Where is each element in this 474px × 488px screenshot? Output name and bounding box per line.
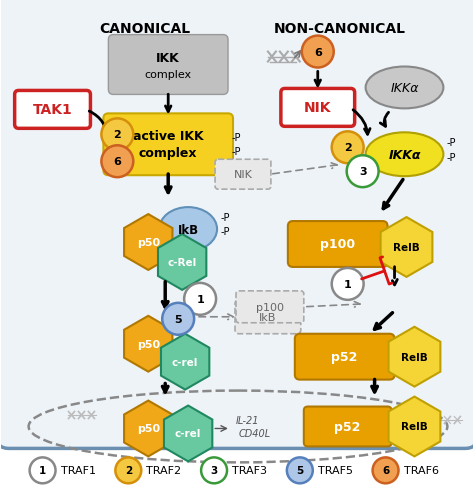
FancyBboxPatch shape: [103, 114, 233, 176]
Text: TRAF1: TRAF1: [61, 466, 96, 475]
Text: p50: p50: [137, 339, 160, 349]
Ellipse shape: [365, 67, 443, 109]
Text: CD40L: CD40L: [239, 428, 271, 439]
Text: -P: -P: [220, 213, 229, 223]
Text: p100: p100: [256, 302, 284, 312]
FancyBboxPatch shape: [235, 300, 301, 334]
Polygon shape: [161, 334, 210, 390]
Text: 6: 6: [113, 157, 121, 167]
FancyBboxPatch shape: [288, 222, 388, 267]
Text: IKKα: IKKα: [390, 82, 419, 95]
Text: 5: 5: [296, 466, 303, 475]
Text: TAK1: TAK1: [33, 103, 73, 117]
FancyBboxPatch shape: [295, 334, 394, 380]
Circle shape: [101, 146, 133, 178]
Text: IkB: IkB: [178, 223, 199, 236]
Text: -P: -P: [231, 147, 240, 157]
Circle shape: [101, 119, 133, 151]
Ellipse shape: [159, 208, 217, 251]
Text: p52: p52: [335, 420, 361, 433]
Text: NIK: NIK: [234, 170, 253, 180]
Circle shape: [332, 132, 364, 164]
Circle shape: [302, 37, 334, 68]
Text: IL-21: IL-21: [236, 416, 260, 426]
Polygon shape: [124, 316, 173, 372]
Polygon shape: [124, 215, 173, 270]
Text: 2: 2: [125, 466, 132, 475]
Polygon shape: [124, 401, 173, 456]
Text: TRAF6: TRAF6: [403, 466, 438, 475]
Text: -P: -P: [447, 138, 456, 148]
Polygon shape: [164, 406, 212, 462]
Text: c-rel: c-rel: [175, 428, 201, 439]
FancyBboxPatch shape: [215, 160, 271, 190]
Circle shape: [287, 457, 313, 483]
Text: TRAF5: TRAF5: [318, 466, 353, 475]
Text: 1: 1: [196, 294, 204, 304]
Text: 2: 2: [344, 143, 352, 153]
Circle shape: [346, 156, 379, 188]
Text: 1: 1: [39, 466, 46, 475]
Text: complex: complex: [145, 70, 192, 81]
Text: p100: p100: [320, 238, 356, 251]
Text: TRAF2: TRAF2: [146, 466, 182, 475]
Polygon shape: [389, 327, 440, 387]
Text: RelB: RelB: [401, 422, 428, 431]
Text: 3: 3: [359, 167, 366, 177]
Text: 1: 1: [344, 279, 352, 289]
Text: NON-CANONICAL: NON-CANONICAL: [273, 21, 406, 36]
Text: -P: -P: [231, 133, 240, 143]
Circle shape: [115, 457, 141, 483]
Text: p50: p50: [137, 424, 160, 433]
Text: -P: -P: [220, 226, 229, 237]
Text: CANONICAL: CANONICAL: [100, 21, 191, 36]
Text: IKKα: IKKα: [388, 148, 421, 162]
Text: 2: 2: [113, 130, 121, 140]
Circle shape: [201, 457, 227, 483]
FancyBboxPatch shape: [0, 0, 474, 448]
Text: c-rel: c-rel: [172, 357, 198, 367]
Text: complex: complex: [139, 146, 198, 160]
Polygon shape: [381, 218, 432, 277]
FancyBboxPatch shape: [304, 407, 392, 447]
Circle shape: [373, 457, 399, 483]
Text: RelB: RelB: [401, 352, 428, 362]
Circle shape: [29, 457, 55, 483]
Polygon shape: [158, 235, 206, 290]
Text: TRAF3: TRAF3: [232, 466, 267, 475]
FancyBboxPatch shape: [15, 91, 91, 129]
Text: p50: p50: [137, 238, 160, 247]
FancyBboxPatch shape: [281, 89, 355, 127]
Text: 3: 3: [210, 466, 218, 475]
Ellipse shape: [365, 133, 443, 177]
Text: RelB: RelB: [393, 243, 420, 252]
Circle shape: [332, 268, 364, 300]
Text: IKK: IKK: [156, 52, 180, 65]
Text: p52: p52: [331, 350, 358, 364]
Text: -P: -P: [447, 153, 456, 163]
Text: NIK: NIK: [304, 101, 331, 115]
FancyBboxPatch shape: [236, 291, 304, 323]
Circle shape: [184, 284, 216, 315]
Text: 6: 6: [314, 47, 322, 58]
Text: 5: 5: [174, 314, 182, 324]
Circle shape: [162, 303, 194, 335]
Text: active IKK: active IKK: [133, 129, 203, 142]
Text: 6: 6: [382, 466, 389, 475]
Text: c-Rel: c-Rel: [167, 257, 197, 267]
FancyBboxPatch shape: [109, 36, 228, 95]
Polygon shape: [389, 397, 440, 456]
Text: IkB: IkB: [259, 312, 277, 322]
